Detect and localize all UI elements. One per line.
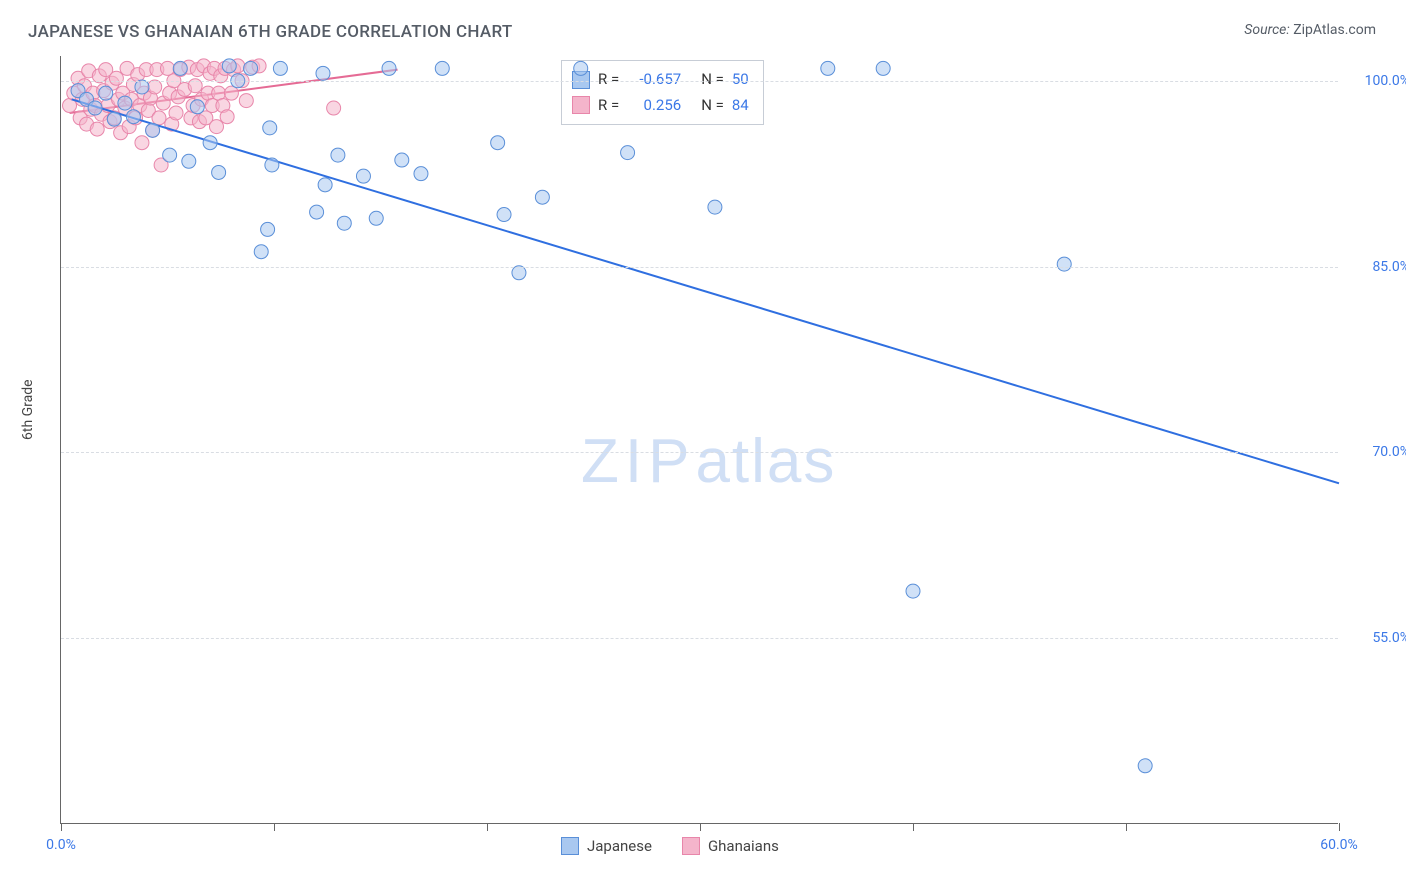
- legend-item: Japanese: [561, 837, 652, 855]
- x-tick: [913, 823, 914, 831]
- y-tick-label: 55.0%: [1372, 630, 1406, 646]
- legend-swatch: [561, 837, 579, 855]
- data-point: [263, 121, 277, 135]
- data-point: [126, 110, 140, 124]
- source-value: ZipAtlas.com: [1293, 22, 1376, 38]
- data-point: [169, 106, 183, 120]
- x-tick-label: 0.0%: [46, 837, 76, 853]
- source-attribution: Source: ZipAtlas.com: [1244, 22, 1376, 38]
- scatter-plot: ZIPatlas R =-0.657N = 50R =0.256N = 84 J…: [60, 56, 1338, 824]
- data-point: [209, 120, 223, 134]
- data-point: [109, 71, 123, 85]
- x-tick-label: 60.0%: [1320, 837, 1358, 853]
- data-point: [574, 61, 588, 75]
- data-point: [621, 146, 635, 160]
- data-point: [222, 59, 236, 73]
- gridline: [61, 452, 1338, 453]
- data-point: [161, 61, 175, 75]
- data-point: [107, 112, 121, 126]
- data-point: [1138, 759, 1152, 773]
- data-point: [316, 66, 330, 80]
- trend-line-japanese: [72, 99, 1339, 483]
- y-tick-label: 85.0%: [1372, 259, 1406, 275]
- bottom-legend: Japanese Ghanaians: [561, 837, 779, 855]
- data-point: [118, 96, 132, 110]
- data-point: [369, 211, 383, 225]
- data-point: [239, 94, 253, 108]
- data-point: [414, 167, 428, 181]
- data-point: [254, 245, 268, 259]
- data-point: [163, 148, 177, 162]
- chart-title: JAPANESE VS GHANAIAN 6TH GRADE CORRELATI…: [28, 22, 513, 42]
- data-point: [173, 61, 187, 75]
- data-point: [203, 136, 217, 150]
- data-point: [273, 61, 287, 75]
- x-tick: [700, 823, 701, 831]
- data-point: [435, 61, 449, 75]
- gridline: [61, 638, 1338, 639]
- data-point: [146, 123, 160, 137]
- data-point: [212, 86, 226, 100]
- x-tick: [61, 823, 62, 831]
- y-axis-label: 6th Grade: [20, 379, 36, 440]
- data-point: [337, 216, 351, 230]
- data-point: [90, 122, 104, 136]
- data-point: [512, 266, 526, 280]
- data-point: [491, 136, 505, 150]
- data-point: [135, 80, 149, 94]
- data-point: [244, 61, 258, 75]
- data-point: [395, 153, 409, 167]
- data-point: [212, 165, 226, 179]
- data-point: [190, 100, 204, 114]
- data-point: [148, 80, 162, 94]
- data-point: [1057, 257, 1071, 271]
- legend-label: Japanese: [587, 837, 652, 855]
- data-point: [99, 86, 113, 100]
- data-point: [261, 222, 275, 236]
- data-point: [327, 101, 341, 115]
- data-point: [708, 200, 722, 214]
- x-tick: [487, 823, 488, 831]
- data-point: [318, 178, 332, 192]
- data-point: [331, 148, 345, 162]
- data-point: [220, 110, 234, 124]
- gridline: [61, 267, 1338, 268]
- data-point: [88, 101, 102, 115]
- data-point: [876, 61, 890, 75]
- data-point: [265, 158, 279, 172]
- y-tick-label: 70.0%: [1372, 444, 1406, 460]
- data-point: [821, 61, 835, 75]
- data-point: [906, 584, 920, 598]
- y-tick-label: 100.0%: [1365, 73, 1406, 89]
- gridline: [61, 81, 1338, 82]
- data-point: [224, 86, 238, 100]
- x-tick: [1339, 823, 1340, 831]
- data-point: [497, 208, 511, 222]
- data-point: [182, 154, 196, 168]
- data-point: [135, 136, 149, 150]
- x-tick: [1126, 823, 1127, 831]
- legend-item: Ghanaians: [682, 837, 779, 855]
- data-point: [152, 111, 166, 125]
- data-point: [310, 205, 324, 219]
- data-point: [535, 190, 549, 204]
- legend-swatch: [682, 837, 700, 855]
- source-label: Source:: [1244, 22, 1289, 38]
- data-point: [356, 169, 370, 183]
- x-tick: [274, 823, 275, 831]
- legend-label: Ghanaians: [708, 837, 779, 855]
- plot-svg: [61, 56, 1338, 823]
- data-point: [382, 61, 396, 75]
